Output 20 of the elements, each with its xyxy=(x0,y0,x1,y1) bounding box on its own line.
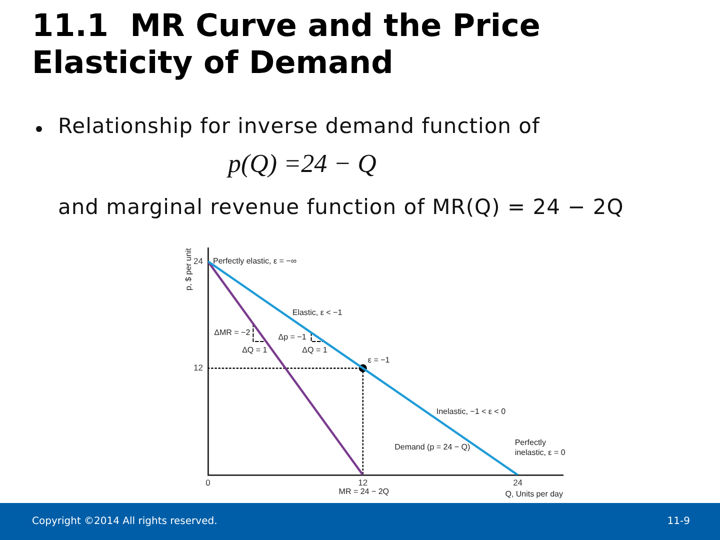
text: Copyright ©2014 All rights reserved. xyxy=(32,516,218,527)
chart-title: 11.1 MR Curve and the Price Elasticity of Demand xyxy=(32,8,542,82)
annotation: ε = −1 xyxy=(368,355,390,364)
annotation: ΔMR = −2 xyxy=(214,328,251,337)
annotation: ΔQ = 1 xyxy=(242,346,268,355)
annotation: Elastic, ε < −1 xyxy=(292,308,343,317)
annotation: Δp = −1 xyxy=(278,332,307,342)
annotation: ΔQ = 1 xyxy=(302,346,328,355)
x-axis-title: Q, Units per day xyxy=(505,489,563,498)
annotation: MR = 24 − 2Q xyxy=(338,487,390,496)
annotation: Inelastic, −1 < ε < 0 xyxy=(436,406,506,416)
annotation: Perfectly elastic, ε = −∞ xyxy=(213,256,297,266)
x-tick-label: 24 xyxy=(513,477,523,488)
text: 11-9 xyxy=(667,516,690,527)
annotation: Perfectly inelastic, ε = 0 xyxy=(514,438,566,458)
annotation: Demand (p = 24 − Q) xyxy=(394,442,471,452)
x-tick-label: 0 xyxy=(206,477,211,488)
x-tick-label: 12 xyxy=(358,477,368,488)
chart-subtitle: Relationship for inverse demand function of p(Q) =24 − Q and marginal revenue function of MR(Q) = 24 − 2Q xyxy=(58,114,624,219)
y-axis-title: p, $ per unit xyxy=(184,247,194,290)
